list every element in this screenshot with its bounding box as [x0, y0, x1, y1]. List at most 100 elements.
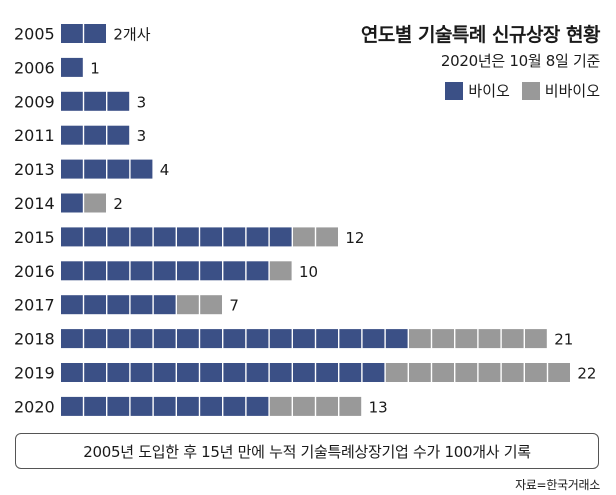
bar-block-nonbio-2017-2 [200, 295, 222, 315]
legend-item-nonbio: 비바이오 [521, 80, 600, 101]
bar-block-bio-2009-1 [61, 91, 83, 111]
legend-label-nonbio: 비바이오 [544, 82, 600, 100]
bar-block-bio-2018-7 [200, 329, 222, 349]
chart-subtitle: 2020년은 10월 8일 기준 [440, 52, 600, 70]
bar-block-bio-2014-1 [61, 193, 83, 213]
bar-block-bio-2019-12 [316, 363, 338, 382]
value-label-2011: 3 [137, 127, 147, 145]
bar-block-bio-2020-3 [107, 396, 130, 416]
bar-block-nonbio-2018-6 [525, 329, 547, 349]
category-label-2019: 2019 [14, 364, 55, 383]
bar-block-nonbio-2018-3 [455, 329, 478, 349]
bar-block-bio-2017-2 [84, 295, 106, 315]
bar-block-bio-2020-4 [130, 396, 153, 416]
bar-block-bio-2019-1 [61, 363, 83, 382]
bar-block-bio-2017-1 [61, 295, 83, 315]
category-label-2006: 2006 [14, 58, 55, 77]
bar-block-bio-2018-2 [84, 329, 106, 349]
category-label-2016: 2016 [14, 262, 55, 281]
bar-block-bio-2015-2 [84, 227, 106, 247]
value-label-2016: 10 [299, 263, 318, 281]
value-label-2013: 4 [160, 161, 170, 179]
chart-canvas: 2005 2개사 2006 1 2009 3 2011 3 2013 4 2014 2 2015 12 20… [14, 24, 596, 416]
bar-block-bio-2018-13 [339, 329, 362, 349]
value-label-2018: 21 [554, 331, 573, 349]
bar-block-bio-2017-5 [153, 295, 176, 315]
value-label-2014: 2 [113, 195, 123, 213]
bar-block-bio-2015-4 [130, 227, 153, 247]
bar-block-bio-2018-9 [246, 329, 269, 349]
category-label-2014: 2014 [14, 194, 55, 213]
bar-block-bio-2009-2 [84, 91, 106, 111]
bar-block-bio-2015-5 [153, 227, 176, 247]
category-label-2013: 2013 [14, 160, 55, 179]
bar-block-bio-2019-3 [107, 363, 130, 382]
category-label-2009: 2009 [14, 92, 55, 111]
bar-block-bio-2015-8 [223, 227, 246, 247]
bar-block-nonbio-2019-6 [501, 363, 524, 382]
bar-block-nonbio-2020-3 [316, 396, 338, 416]
value-label-2017: 7 [229, 297, 239, 315]
category-label-2015: 2015 [14, 228, 55, 247]
summary-note: 2005년 도입한 후 15년 만에 누적 기술특례상장기업 수가 100개사 … [15, 433, 599, 469]
bar-block-bio-2015-3 [107, 227, 130, 247]
bar-block-nonbio-2018-1 [409, 329, 431, 349]
legend-swatch-nonbio [521, 81, 540, 100]
bar-block-bio-2013-1 [61, 159, 83, 179]
bar-block-nonbio-2014-1 [84, 193, 106, 213]
bar-block-bio-2020-2 [84, 396, 106, 416]
bar-block-bio-2019-10 [269, 363, 292, 382]
bar-block-nonbio-2019-1 [385, 363, 408, 382]
bar-block-bio-2019-2 [84, 363, 106, 382]
bar-block-bio-2015-6 [177, 227, 199, 247]
bar-block-bio-2018-5 [153, 329, 176, 349]
bar-block-nonbio-2016-1 [269, 261, 292, 281]
bar-block-bio-2015-9 [246, 227, 269, 247]
legend-item-bio: 바이오 [445, 80, 510, 101]
bar-block-bio-2005-1 [61, 24, 83, 43]
bar-block-bio-2019-5 [153, 363, 176, 382]
bar-block-bio-2016-1 [61, 261, 83, 281]
bar-block-bio-2019-13 [339, 363, 362, 382]
chart-title: 연도별 기술특례 신규상장 현황 [360, 24, 601, 46]
legend: 바이오 비바이오 [433, 80, 600, 101]
bar-block-nonbio-2017-1 [177, 295, 199, 315]
category-label-2017: 2017 [14, 296, 55, 315]
bar-block-bio-2016-6 [177, 261, 199, 281]
bar-block-nonbio-2019-7 [525, 363, 547, 382]
bar-block-bio-2016-5 [153, 261, 176, 281]
bar-block-bio-2020-1 [61, 396, 83, 416]
legend-swatch-bio [445, 81, 464, 100]
category-label-2018: 2018 [14, 330, 55, 349]
bar-block-bio-2018-15 [385, 329, 408, 349]
bar-block-bio-2016-3 [107, 261, 130, 281]
bar-block-bio-2019-7 [200, 363, 222, 382]
bar-block-nonbio-2019-4 [455, 363, 478, 382]
bar-block-bio-2005-2 [84, 24, 106, 43]
value-label-2005: 2개사 [113, 26, 150, 44]
bar-block-bio-2019-11 [293, 363, 315, 382]
category-label-2020: 2020 [14, 397, 55, 416]
bar-block-nonbio-2020-1 [269, 396, 292, 416]
bar-block-bio-2018-1 [61, 329, 83, 349]
bar-block-nonbio-2015-1 [293, 227, 315, 247]
category-label-2005: 2005 [14, 25, 55, 44]
bar-block-bio-2016-9 [246, 261, 269, 281]
bar-block-bio-2017-3 [107, 295, 130, 315]
bar-block-bio-2009-3 [107, 91, 130, 111]
bar-block-bio-2018-11 [293, 329, 315, 349]
bar-block-nonbio-2020-4 [339, 396, 362, 416]
bar-block-bio-2006-1 [61, 57, 83, 77]
bar-block-bio-2018-10 [269, 329, 292, 349]
source-credit: 자료=한국거래소 [515, 478, 600, 492]
bar-block-nonbio-2018-2 [432, 329, 454, 349]
bar-block-bio-2019-6 [177, 363, 199, 382]
category-label-2011: 2011 [14, 126, 55, 145]
bar-block-nonbio-2019-2 [409, 363, 431, 382]
legend-label-bio: 바이오 [468, 82, 510, 100]
bar-block-bio-2018-8 [223, 329, 246, 349]
bar-block-nonbio-2015-2 [316, 227, 338, 247]
value-label-2015: 12 [345, 229, 364, 247]
bar-block-bio-2020-5 [153, 396, 176, 416]
bar-block-bio-2020-7 [200, 396, 222, 416]
